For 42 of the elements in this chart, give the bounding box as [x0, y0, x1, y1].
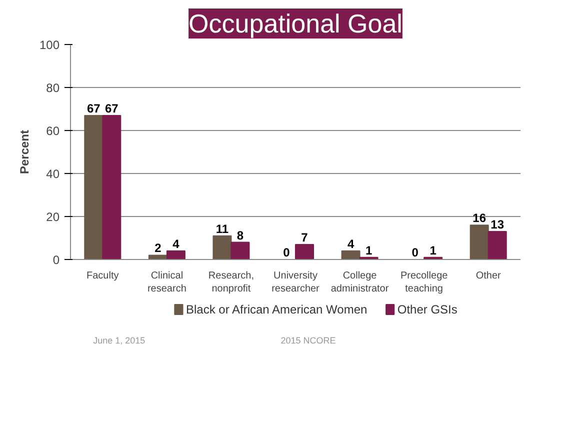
data-label: 1: [365, 243, 372, 258]
bar: [488, 231, 507, 260]
bar: [341, 250, 360, 260]
x-tick-label: College administrator: [330, 270, 390, 295]
data-label: 11: [216, 222, 229, 236]
legend-label: Other GSIs: [397, 302, 458, 316]
text: 2015 NCORE: [280, 336, 336, 346]
legend-label: Black or African American Women: [186, 302, 368, 316]
data-label: 2: [154, 241, 162, 256]
data-label: 8: [236, 228, 244, 242]
data-label: 1: [430, 243, 437, 258]
x-tick-label: Clinical research: [147, 270, 186, 295]
bar: [166, 250, 186, 260]
bar: [212, 235, 232, 260]
y-axis-title: Percent: [17, 130, 32, 174]
data-label: 13: [490, 218, 504, 232]
y-tick-label: 60: [46, 124, 60, 138]
y-tick-label: 100: [39, 38, 60, 52]
y-tick-label: 40: [46, 167, 60, 181]
data-label: 4: [172, 236, 180, 251]
y-tick-label: 80: [46, 81, 60, 95]
data-label: 4: [347, 236, 354, 251]
bar: [230, 242, 250, 260]
x-tick-label: Faculty: [86, 270, 119, 282]
data-label: 0: [283, 246, 290, 260]
chart-title: Occupational Goal: [188, 8, 402, 38]
bar: [84, 114, 104, 260]
x-tick-label: Other: [476, 270, 502, 282]
data-label: 16: [472, 211, 486, 226]
text: June 1, 2015: [93, 336, 146, 346]
y-tick-label: 0: [52, 253, 60, 267]
bar: [295, 244, 314, 260]
x-tick-label: Precollege teaching: [400, 270, 448, 295]
data-label: 67: [104, 101, 119, 116]
x-tick-label: Research, nonprofit: [208, 270, 254, 295]
bar: [102, 114, 122, 260]
bar: [470, 224, 489, 260]
data-label: 7: [301, 230, 308, 244]
y-tick-label: 20: [46, 210, 60, 224]
data-label: 67: [86, 101, 101, 116]
x-tick-label: University researcher: [272, 270, 320, 295]
data-label: 0: [412, 246, 419, 260]
